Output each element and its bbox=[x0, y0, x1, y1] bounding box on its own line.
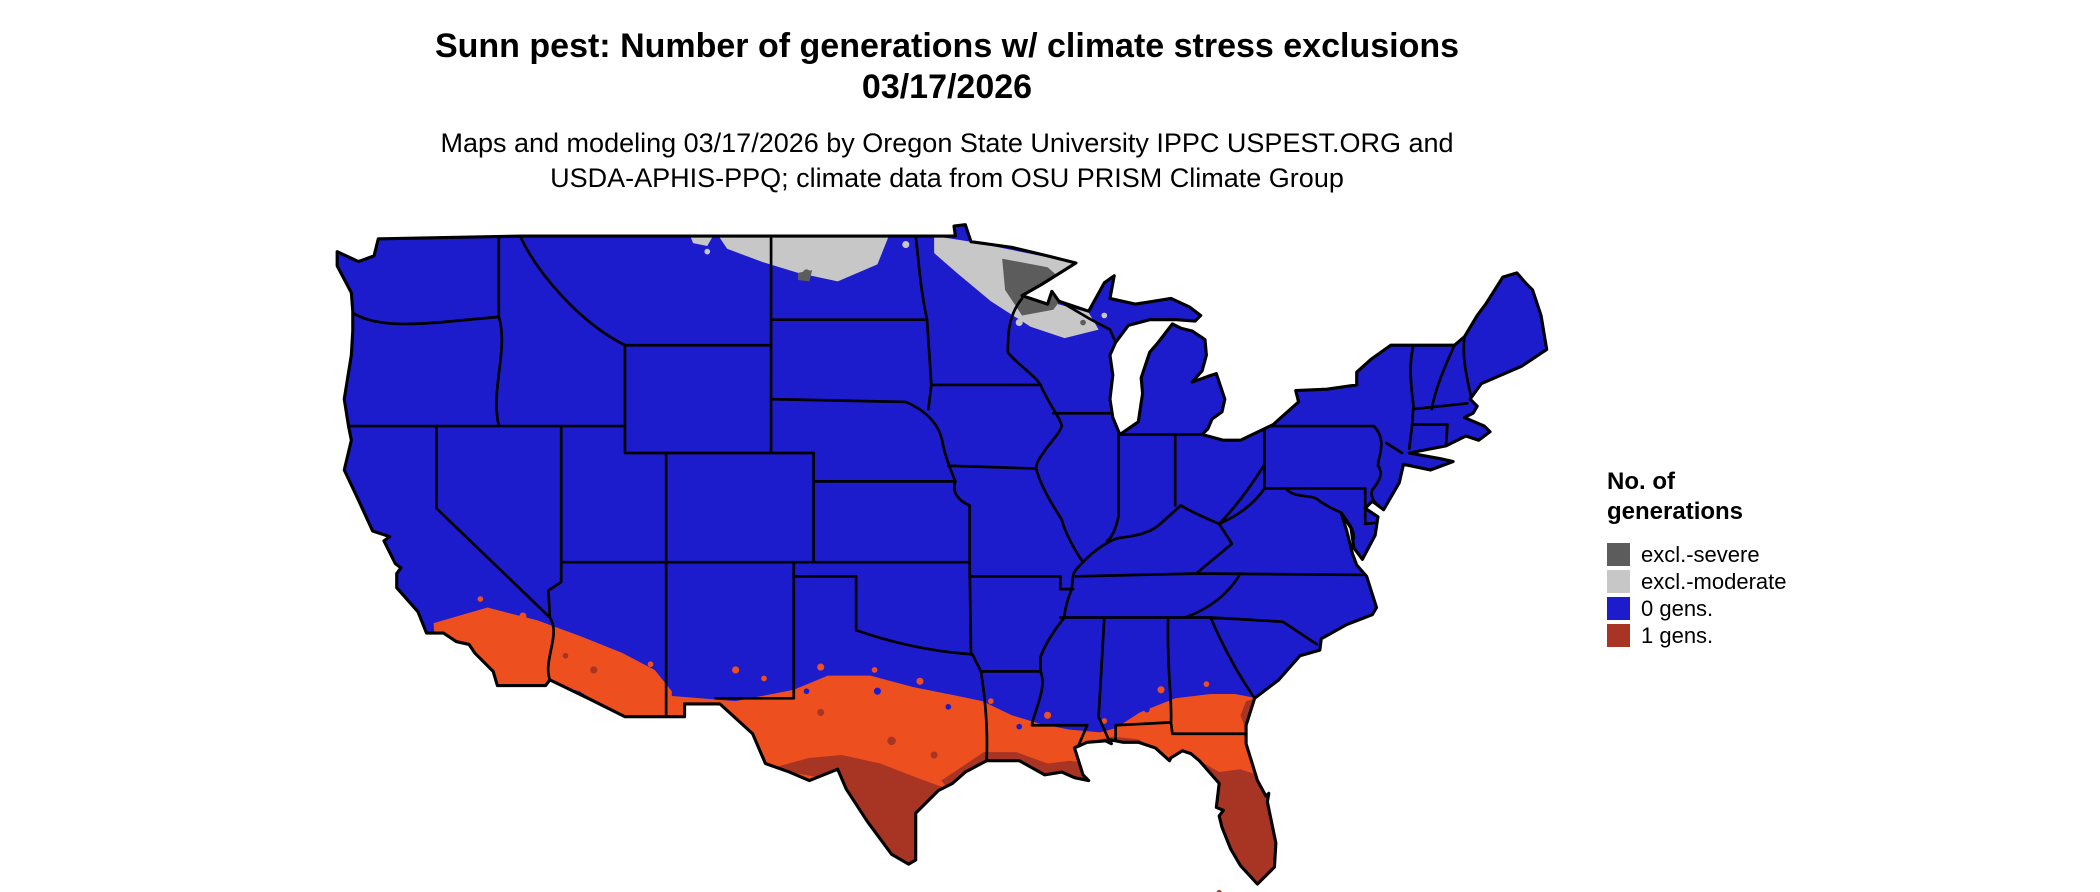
zone-one-generation bbox=[778, 698, 1276, 885]
zone-exclusion-moderate bbox=[690, 236, 1099, 339]
legend-swatch-excl-severe bbox=[1607, 543, 1630, 566]
legend-item-excl-moderate: excl.-moderate bbox=[1607, 568, 1907, 595]
legend-title: No. of generations bbox=[1607, 467, 1907, 527]
subtitle-line-1: Maps and modeling 03/17/2026 by Oregon S… bbox=[440, 128, 1454, 158]
legend-label-one-gen: 1 gens. bbox=[1641, 623, 1714, 648]
us-map bbox=[335, 223, 1549, 892]
legend-label-excl-severe: excl.-severe bbox=[1641, 542, 1760, 567]
legend-swatch-excl-moderate bbox=[1607, 570, 1630, 593]
figure-subtitle: Maps and modeling 03/17/2026 by Oregon S… bbox=[0, 126, 1894, 196]
title-line-2: 03/17/2026 bbox=[861, 68, 1033, 106]
zone-exclusion-severe bbox=[798, 258, 1071, 316]
legend: No. of generations excl.-severe excl.-mo… bbox=[1607, 467, 1907, 649]
legend-item-zero-gens: 0 gens. bbox=[1607, 595, 1907, 622]
us-outline bbox=[335, 223, 1549, 886]
legend-title-line-1: No. of bbox=[1607, 468, 1675, 495]
legend-swatch-one-gen bbox=[1607, 624, 1630, 647]
dither-speckles bbox=[477, 240, 1210, 759]
legend-label-excl-moderate: excl.-moderate bbox=[1641, 569, 1787, 594]
legend-item-excl-severe: excl.-severe bbox=[1607, 541, 1907, 568]
legend-title-line-2: generations bbox=[1607, 498, 1744, 525]
subtitle-line-2: USDA-APHIS-PPQ; climate data from OSU PR… bbox=[550, 163, 1344, 193]
zone-one-generation-edge bbox=[433, 607, 1276, 885]
legend-label-zero-gens: 0 gens. bbox=[1641, 596, 1714, 621]
figure-title: Sunn pest: Number of generations w/ clim… bbox=[0, 26, 1894, 108]
legend-item-one-gen: 1 gens. bbox=[1607, 622, 1907, 649]
legend-swatch-zero-gens bbox=[1607, 597, 1630, 620]
title-line-1: Sunn pest: Number of generations w/ clim… bbox=[434, 27, 1460, 65]
